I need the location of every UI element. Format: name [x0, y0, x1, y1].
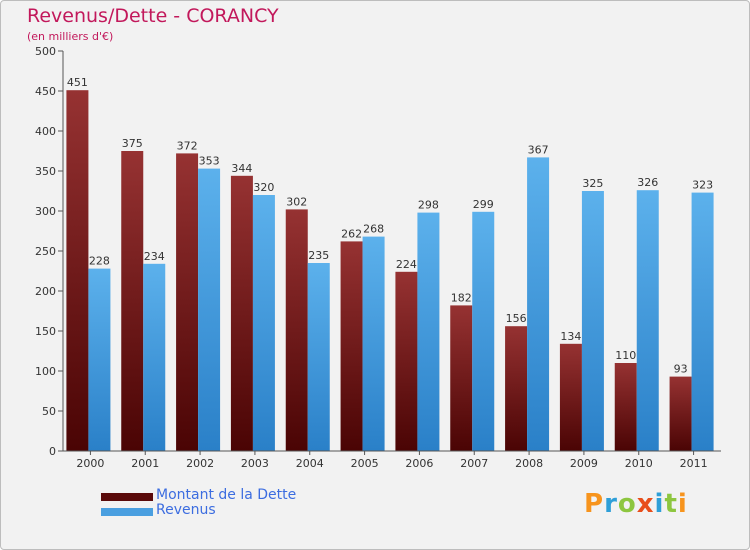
x-tick-label: 2003	[241, 457, 269, 470]
bar-dette-2009	[559, 343, 582, 451]
data-label-revenus-2001: 234	[144, 250, 165, 263]
data-label-dette-2003: 344	[231, 162, 252, 175]
y-tick-label: 350	[35, 165, 56, 178]
y-tick-label: 250	[35, 245, 56, 258]
y-tick-label: 500	[35, 45, 56, 58]
data-label-revenus-2006: 298	[418, 199, 439, 212]
data-label-revenus-2010: 326	[637, 176, 658, 189]
bar-dette-2007	[450, 305, 473, 451]
y-tick-label: 50	[42, 405, 56, 418]
bar-revenus-2006	[417, 212, 440, 451]
logo-letter: P	[584, 489, 605, 519]
bar-revenus-2005	[362, 236, 385, 451]
data-label-dette-2009: 134	[560, 330, 581, 343]
y-tick-label: 300	[35, 205, 56, 218]
bar-dette-2006	[395, 271, 418, 451]
x-tick-label: 2001	[131, 457, 159, 470]
data-label-dette-2006: 224	[396, 258, 417, 271]
x-tick-label: 2009	[570, 457, 598, 470]
data-label-dette-2002: 372	[177, 139, 198, 152]
data-label-dette-2001: 375	[122, 137, 143, 150]
logo-letter: o	[617, 489, 637, 519]
bar-dette-2002	[176, 153, 199, 451]
x-tick-label: 2010	[625, 457, 653, 470]
data-label-revenus-2003: 320	[253, 181, 274, 194]
bar-revenus-2010	[636, 190, 659, 451]
y-tick-label: 200	[35, 285, 56, 298]
data-label-revenus-2011: 323	[692, 179, 713, 192]
x-tick-label: 2011	[680, 457, 708, 470]
bar-revenus-2003	[252, 195, 275, 451]
data-label-revenus-2000: 228	[89, 255, 110, 268]
logo-letter: i	[677, 489, 688, 519]
x-tick-label: 2002	[186, 457, 214, 470]
x-tick-label: 2005	[351, 457, 379, 470]
data-label-revenus-2002: 353	[199, 155, 220, 168]
bar-dette-2005	[340, 241, 363, 451]
bar-revenus-2004	[307, 263, 330, 451]
x-tick-label: 2008	[515, 457, 543, 470]
data-label-revenus-2005: 268	[363, 223, 384, 236]
data-label-dette-2005: 262	[341, 227, 362, 240]
bars	[66, 90, 714, 452]
x-tick-label: 2006	[405, 457, 433, 470]
data-label-dette-2011: 93	[674, 363, 688, 376]
logo-letter: t	[664, 489, 678, 519]
data-label-dette-2007: 182	[451, 291, 472, 304]
proxiti-logo: Proxiti	[584, 489, 688, 519]
data-label-revenus-2008: 367	[528, 143, 549, 156]
data-label-revenus-2007: 299	[473, 198, 494, 211]
bar-revenus-2001	[143, 263, 166, 451]
y-tick-label: 400	[35, 125, 56, 138]
chart-title: Revenus/Dette - CORANCY	[27, 5, 279, 27]
bar-dette-2000	[66, 90, 89, 451]
bar-dette-2001	[121, 151, 144, 451]
bar-dette-2004	[285, 209, 308, 451]
bar-dette-2010	[614, 363, 637, 451]
legend-label-revenus: Revenus	[156, 502, 216, 518]
data-label-revenus-2009: 325	[582, 177, 603, 190]
bar-revenus-2008	[527, 157, 550, 451]
bar-dette-2011	[669, 376, 692, 451]
bar-dette-2003	[230, 175, 253, 452]
legend-swatch-dette	[101, 493, 153, 501]
bar-revenus-2007	[472, 211, 495, 451]
data-label-dette-2010: 110	[615, 349, 636, 362]
y-axis: 0 50 100 150 200 250 300 350 400 450 500	[35, 45, 64, 458]
x-tick-label: 2007	[460, 457, 488, 470]
bar-revenus-2011	[691, 192, 714, 451]
y-tick-label: 150	[35, 325, 56, 338]
legend-swatch-revenus	[101, 508, 153, 516]
data-label-dette-2000: 451	[67, 76, 88, 89]
bar-revenus-2000	[88, 268, 111, 451]
y-tick-label: 0	[49, 445, 56, 458]
data-label-dette-2008: 156	[506, 312, 527, 325]
x-axis: 2000 2001 2002 2003 2004 2005 2006 2007 2008 2009…	[63, 450, 721, 470]
logo-letter: i	[654, 489, 665, 519]
bar-dette-2008	[505, 326, 528, 451]
x-tick-label: 2000	[76, 457, 104, 470]
y-tick-label: 450	[35, 85, 56, 98]
logo-letter: x	[636, 489, 655, 519]
data-label-revenus-2004: 235	[308, 249, 329, 262]
logo-letter: r	[604, 489, 618, 519]
legend-label-dette: Montant de la Dette	[156, 487, 297, 503]
x-tick-label: 2004	[296, 457, 324, 470]
bar-revenus-2002	[198, 168, 221, 451]
data-label-dette-2004: 302	[286, 195, 307, 208]
y-tick-label: 100	[35, 365, 56, 378]
bar-revenus-2009	[581, 191, 604, 451]
chart-subtitle: (en milliers d'€)	[27, 30, 114, 43]
